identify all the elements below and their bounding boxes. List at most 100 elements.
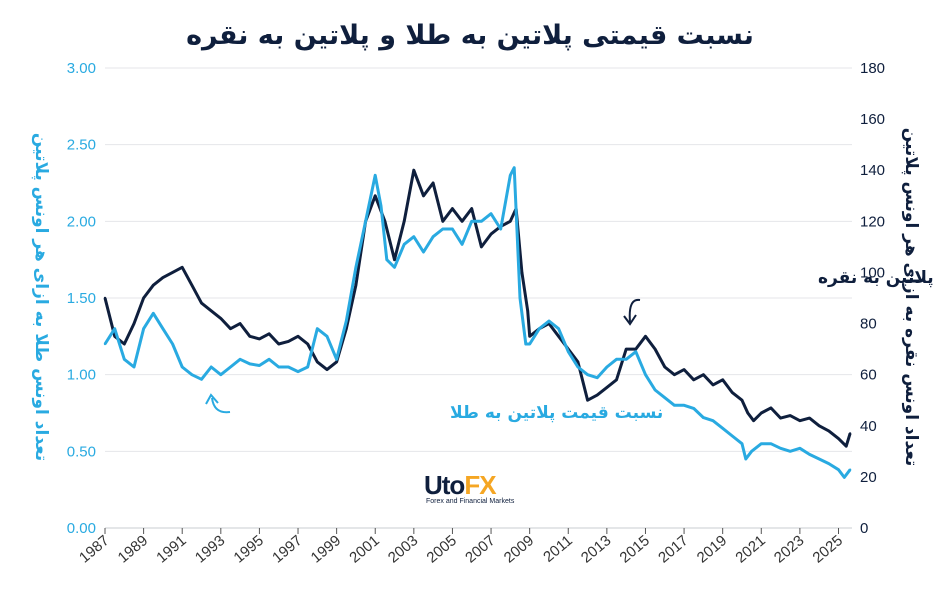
gold-ratio-point <box>480 220 483 223</box>
silver-ratio-point <box>596 393 599 397</box>
gold-ratio-point <box>306 365 309 369</box>
silver-ratio-point <box>441 220 444 223</box>
gold-ratio-point <box>325 335 329 338</box>
x-tick-label: 1993 <box>192 532 228 566</box>
gold-ratio-point <box>335 358 338 361</box>
gold-ratio-point <box>567 350 570 353</box>
gold-ratio-point <box>518 296 522 300</box>
chart-title: نسبت قیمتی پلاتین به طلا و پلاتین به نقر… <box>186 20 754 51</box>
gold-ratio-point <box>586 373 589 376</box>
silver-ratio-point <box>702 373 705 376</box>
silver-ratio-point <box>818 424 821 427</box>
gold-ratio-point <box>258 364 261 367</box>
right-axis-ticks: 0 20 40 60 80 100 120 140 160 180 <box>860 60 885 537</box>
silver-ratio-point <box>576 360 580 364</box>
gold-ratio-point <box>403 243 406 246</box>
silver-ratio-point <box>586 399 589 402</box>
silver-ratio-point <box>480 245 483 249</box>
silver-ratio-point <box>769 406 773 410</box>
silver-ratio-point <box>451 207 454 210</box>
gold-ratio-point <box>103 342 107 346</box>
logo-wordmark: UtoFX <box>424 472 516 498</box>
silver-ratio-point <box>123 342 126 346</box>
gold-ratio-point <box>277 365 280 369</box>
gold-ratio-point <box>673 404 676 407</box>
silver-ratio-point <box>412 169 415 172</box>
silver-ratio-point <box>393 258 396 261</box>
gold-ratio-point <box>354 266 358 269</box>
silver-ratio-point <box>132 322 136 325</box>
left-tick-label: 1.50 <box>67 290 96 307</box>
silver-ratio-point <box>625 347 628 351</box>
gold-ratio-point <box>489 212 493 215</box>
silver-ratio-point <box>354 284 358 287</box>
silver-ratio-point <box>374 194 377 197</box>
gold-ratio-point <box>524 342 527 346</box>
left-tick-label: 1.00 <box>67 367 96 384</box>
gold-ratio-point <box>287 365 290 369</box>
gold-ratio-point <box>393 266 396 269</box>
x-tick-label: 1987 <box>76 532 112 566</box>
silver-ratio-point <box>113 335 116 338</box>
silver-ratio-point <box>731 391 734 394</box>
gold-ratio-point <box>740 442 744 445</box>
x-tick-label: 2023 <box>771 532 807 566</box>
silver-ratio-point <box>837 437 840 440</box>
silver-ratio-point <box>200 301 203 305</box>
gold-ratio-point <box>731 434 734 438</box>
right-tick-label: 80 <box>860 316 877 333</box>
silver-ratio-point <box>526 309 529 312</box>
gold-ratio-point <box>538 327 541 330</box>
silver-ratio-point <box>605 386 609 389</box>
silver-ratio-point <box>673 373 676 376</box>
gold-ratio-point <box>161 327 165 330</box>
gold-ratio-point <box>653 388 657 392</box>
gold-ratio-point <box>702 416 705 419</box>
gold-ratio-point <box>316 327 319 330</box>
x-tick-label: 2013 <box>578 532 614 566</box>
gold-ratio-point <box>848 468 852 471</box>
gold-ratio-point <box>818 457 821 461</box>
x-tick-label: 2019 <box>694 532 730 566</box>
gold-ratio-point <box>625 358 628 361</box>
gold-ratio-point <box>721 427 724 430</box>
gold-ratio-point <box>750 450 753 453</box>
gold-ratio-point <box>379 204 383 208</box>
x-tick-label: 1999 <box>308 532 344 566</box>
gold-ratio-point <box>615 358 618 361</box>
logo-tagline: Forex and Financial Markets <box>426 498 515 505</box>
gold-ratio-point <box>385 258 388 261</box>
silver-ratio-point <box>238 322 242 325</box>
gold-ratio-point <box>499 227 502 231</box>
x-tick-label: 2009 <box>501 532 537 566</box>
gold-ratio-point <box>692 407 695 410</box>
silver-ratio-point <box>296 335 300 338</box>
gold-ratio-point <box>412 235 415 238</box>
gold-ratio-point <box>744 457 747 461</box>
silver-ratio-point <box>721 378 724 381</box>
left-tick-label: 2.00 <box>67 213 96 230</box>
silver-ratio-line <box>103 168 852 448</box>
silver-ratio-point <box>489 232 493 236</box>
silver-ratio-point <box>383 220 387 223</box>
x-tick-label: 2001 <box>346 532 382 566</box>
silver-ratio-point <box>808 416 811 420</box>
series-lines <box>103 166 852 479</box>
gold-ratio-point <box>470 220 473 223</box>
gold-ratio-point <box>113 327 116 330</box>
gold-ratio-point <box>364 220 367 223</box>
silver-ratio-point <box>740 399 744 402</box>
silver-ratio-point <box>103 296 107 300</box>
x-tick-label: 2017 <box>655 532 691 566</box>
gold-ratio-point <box>200 378 203 381</box>
silver-ratio-point <box>528 335 531 338</box>
gold-ratio-point <box>171 342 174 346</box>
silver-ratio-point <box>470 207 473 210</box>
gold-ratio-line <box>103 166 852 479</box>
silver-ratio-point <box>316 360 319 364</box>
left-axis-label: تعداد اونس طلا به ازای هر اونس پلاتین <box>31 133 51 461</box>
gold-ratio-point <box>644 373 647 376</box>
gold-ratio-point <box>219 373 222 376</box>
silver-ratio-point <box>248 335 251 338</box>
